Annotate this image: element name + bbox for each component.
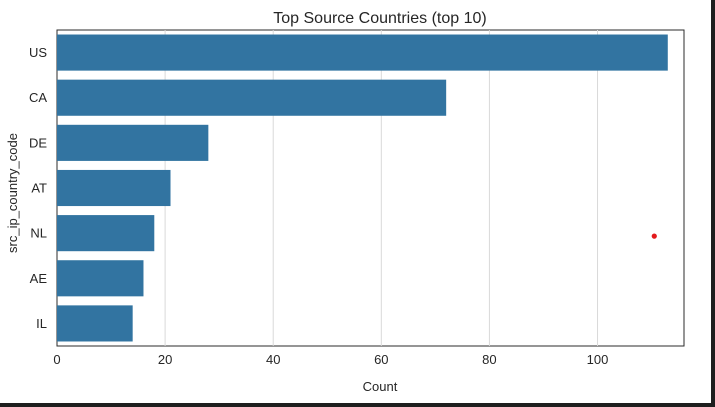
- y-tick-label: US: [29, 45, 47, 60]
- bar-de: [57, 124, 209, 161]
- y-tick-label: DE: [29, 135, 47, 150]
- x-tick-labels: 0 20 40 60 80 100: [53, 352, 608, 367]
- x-axis-label: Count: [363, 379, 398, 394]
- x-tick-label: 40: [266, 352, 280, 367]
- y-tick-label: AT: [31, 181, 47, 196]
- x-tick-label: 100: [587, 352, 609, 367]
- y-tick-label: AE: [30, 271, 48, 286]
- y-tick-label: IL: [36, 316, 47, 331]
- chart-title: Top Source Countries (top 10): [273, 10, 486, 27]
- x-tick-label: 80: [482, 352, 496, 367]
- y-axis-label: src_ip_country_code: [5, 133, 20, 253]
- bar-at: [57, 169, 171, 207]
- red-marker-point: [651, 233, 657, 239]
- y-tick-label: NL: [30, 226, 47, 241]
- bars: [57, 34, 668, 342]
- bar-ca: [57, 79, 447, 116]
- x-tick-label: 60: [374, 352, 388, 367]
- y-tick-labels: US CA DE AT NL AE IL: [29, 45, 47, 331]
- bar-il: [57, 305, 133, 342]
- bar-nl: [57, 215, 155, 252]
- x-tick-label: 0: [53, 352, 60, 367]
- markers: [651, 233, 657, 239]
- bar-us: [57, 34, 668, 71]
- bar-ae: [57, 260, 144, 297]
- y-tick-label: CA: [29, 90, 47, 105]
- x-tick-label: 20: [158, 352, 172, 367]
